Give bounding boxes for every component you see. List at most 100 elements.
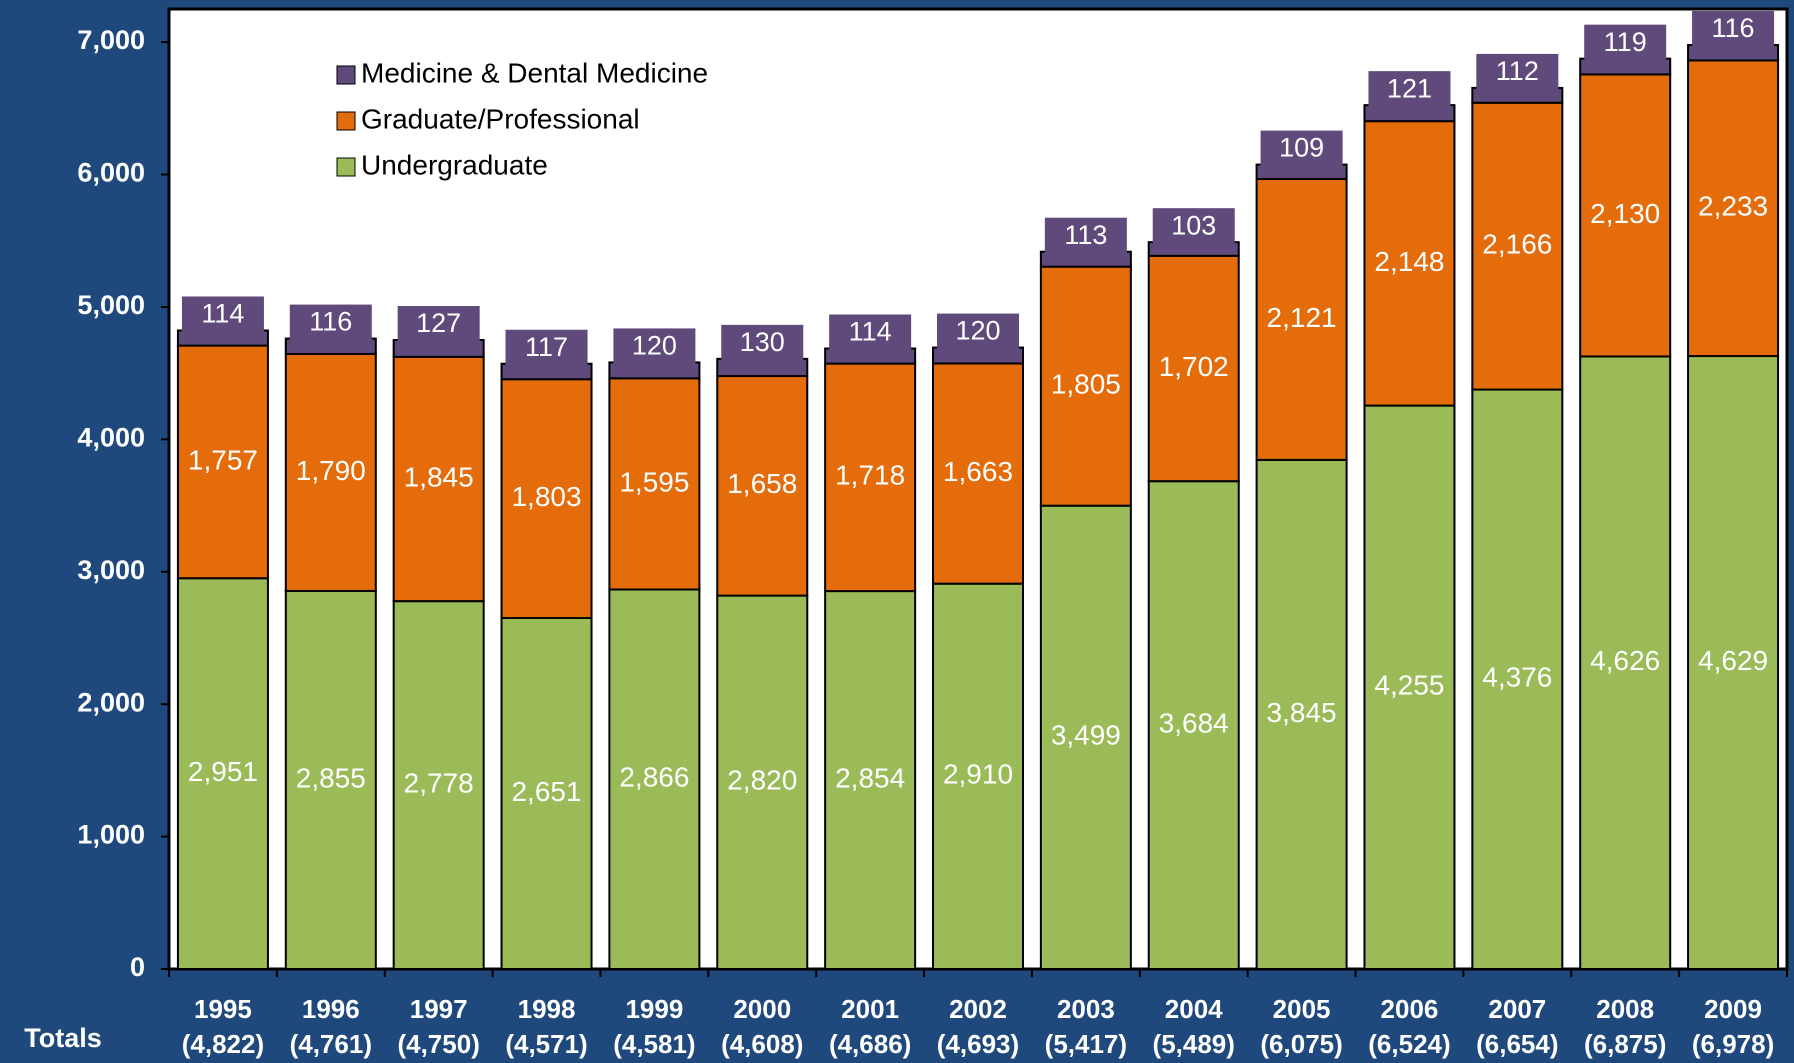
label-box xyxy=(937,313,1019,350)
bar-segment xyxy=(176,577,269,970)
y-tick-label: 0 xyxy=(130,952,145,982)
label-box xyxy=(829,314,912,351)
data-label: 2,130 xyxy=(1590,198,1660,229)
label-box xyxy=(505,329,588,366)
total-label: (4,686) xyxy=(829,1029,911,1059)
bar-segment xyxy=(176,344,269,580)
data-label: 119 xyxy=(1604,27,1647,57)
bar-segment xyxy=(392,600,485,970)
bar-segment xyxy=(824,347,917,365)
data-label: 1,757 xyxy=(188,444,258,475)
total-label: (4,693) xyxy=(937,1029,1019,1059)
data-label: 2,854 xyxy=(835,762,905,793)
label-box xyxy=(1692,11,1775,48)
bar-segment xyxy=(392,355,485,603)
data-label: 4,255 xyxy=(1374,670,1444,701)
bar-segment xyxy=(716,357,809,378)
bar-segment xyxy=(1147,241,1240,257)
x-tick-label: 1997 xyxy=(410,994,468,1024)
data-label: 4,629 xyxy=(1698,645,1768,676)
bar-segment xyxy=(1255,458,1348,970)
totals-title: Totals xyxy=(24,1023,102,1053)
label-box xyxy=(289,304,372,341)
bar-segment xyxy=(1147,254,1240,483)
bar-segment xyxy=(1471,388,1564,970)
bar-segment xyxy=(1687,355,1780,970)
x-tick-label: 2009 xyxy=(1704,994,1762,1024)
bar-segment xyxy=(1363,404,1456,971)
x-tick-label: 2002 xyxy=(949,994,1007,1024)
total-label: (6,875) xyxy=(1584,1029,1666,1059)
label-box xyxy=(1044,217,1127,254)
label-box xyxy=(1260,130,1343,167)
data-label: 117 xyxy=(525,332,568,362)
bar-segment xyxy=(1039,250,1132,268)
data-label: 112 xyxy=(1496,56,1539,86)
bar-segment xyxy=(284,337,377,355)
data-label: 4,376 xyxy=(1482,662,1552,693)
data-label: 2,855 xyxy=(296,762,366,793)
bar-segment xyxy=(1363,104,1456,123)
data-label: 2,148 xyxy=(1374,246,1444,277)
bar-segment xyxy=(1471,101,1564,391)
bar-segment xyxy=(1255,163,1348,181)
data-label: 3,684 xyxy=(1159,707,1229,738)
label-box xyxy=(397,306,480,343)
bar-segment xyxy=(1579,73,1672,358)
legend-swatch xyxy=(336,65,356,85)
y-tick-label: 5,000 xyxy=(77,290,145,320)
bar-segment xyxy=(1039,504,1132,970)
total-label: (4,750) xyxy=(397,1029,479,1059)
data-label: 2,166 xyxy=(1482,229,1552,260)
total-label: (6,978) xyxy=(1692,1029,1774,1059)
data-label: 1,702 xyxy=(1159,351,1229,382)
bar-segment xyxy=(932,362,1024,585)
data-label: 109 xyxy=(1279,133,1324,163)
x-tick-label: 2001 xyxy=(841,994,899,1024)
bar-segment xyxy=(824,590,917,971)
y-tick-label: 4,000 xyxy=(77,422,145,452)
data-label: 2,233 xyxy=(1698,191,1768,222)
bar-segment xyxy=(1687,59,1780,358)
bar-segment xyxy=(932,582,1024,970)
x-tick-label: 1999 xyxy=(625,994,683,1024)
x-tick-label: 2007 xyxy=(1488,994,1546,1024)
data-label: 121 xyxy=(1387,73,1432,103)
bar-segment xyxy=(1255,178,1348,461)
data-label: 4,626 xyxy=(1590,645,1660,676)
data-label: 2,820 xyxy=(727,765,797,796)
data-label: 114 xyxy=(849,317,892,347)
data-label: 1,790 xyxy=(296,455,366,486)
data-label: 1,718 xyxy=(835,460,905,491)
label-box xyxy=(1584,24,1667,61)
bar-segment xyxy=(1687,44,1780,62)
data-label: 103 xyxy=(1171,210,1216,240)
x-tick-label: 2008 xyxy=(1596,994,1654,1024)
legend-label: Medicine & Dental Medicine xyxy=(361,57,708,88)
label-box xyxy=(1152,208,1235,245)
bar-segment xyxy=(1039,265,1132,507)
y-tick-label: 3,000 xyxy=(77,555,145,585)
bar-segment xyxy=(1579,57,1672,76)
data-label: 3,499 xyxy=(1051,720,1121,751)
total-label: (5,417) xyxy=(1045,1029,1127,1059)
data-label: 2,866 xyxy=(619,762,689,793)
bar-segment xyxy=(608,361,701,380)
data-label: 1,658 xyxy=(727,468,797,499)
x-tick-label: 2003 xyxy=(1057,994,1115,1024)
x-tick-label: 2000 xyxy=(733,994,791,1024)
total-label: (6,524) xyxy=(1368,1029,1450,1059)
data-label: 127 xyxy=(416,308,461,338)
label-box xyxy=(613,328,696,365)
x-tick-label: 2006 xyxy=(1381,994,1439,1024)
label-box xyxy=(721,324,804,361)
label-box xyxy=(181,296,264,333)
legend-swatch xyxy=(336,157,356,177)
total-label: (4,761) xyxy=(290,1029,372,1059)
bar-segment xyxy=(716,375,809,597)
total-label: (4,581) xyxy=(613,1029,695,1059)
data-label: 1,845 xyxy=(404,461,474,492)
total-label: (6,654) xyxy=(1476,1029,1558,1059)
y-tick-label: 2,000 xyxy=(77,687,145,717)
